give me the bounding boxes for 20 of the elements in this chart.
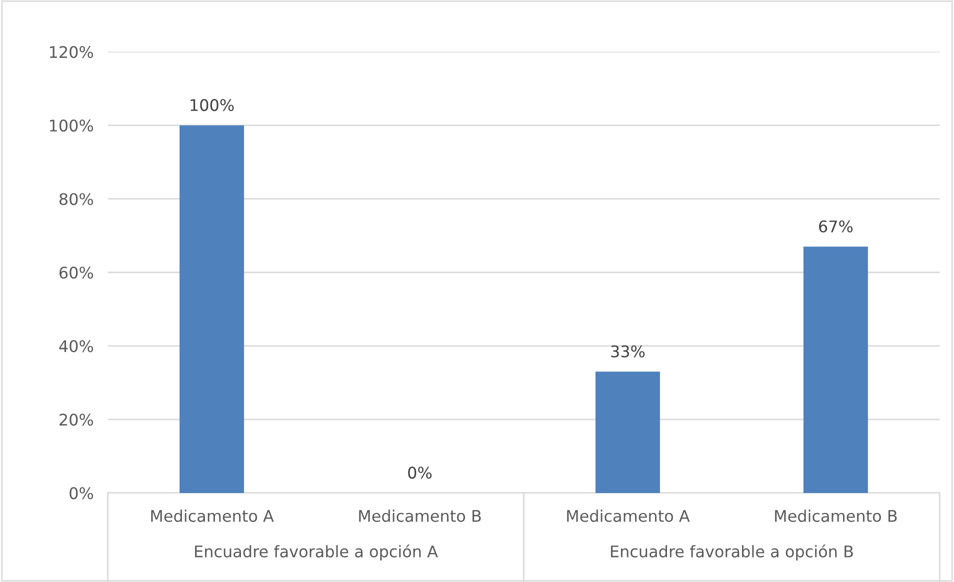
text: Encuadre favorable a opción A: [195, 544, 438, 561]
x-tick-label: Medicamento A: [567, 510, 690, 522]
y-tick-label: 40%: [59, 340, 94, 352]
bar: [180, 125, 244, 493]
y-tick-label: 0%: [70, 487, 94, 500]
bar: [595, 372, 660, 493]
y-tick-label: 80%: [59, 193, 94, 206]
data-label: 0%: [408, 466, 432, 479]
bar: [803, 246, 868, 493]
y-tick-label: 20%: [60, 414, 94, 426]
text: Encuadre favorable a opción B: [611, 544, 853, 561]
y-tick-label: 60%: [60, 266, 94, 279]
x-tick-label: Medicamento B: [359, 510, 481, 522]
x-tick-label: Medicamento A: [151, 510, 274, 522]
y-tick-label: 100%: [50, 120, 94, 132]
data-label: 33%: [611, 345, 645, 358]
data-label: 67%: [819, 220, 853, 232]
data-label: 100%: [190, 99, 234, 112]
y-tick-label: 120%: [50, 46, 94, 58]
x-tick-label: Medicamento B: [775, 510, 897, 522]
